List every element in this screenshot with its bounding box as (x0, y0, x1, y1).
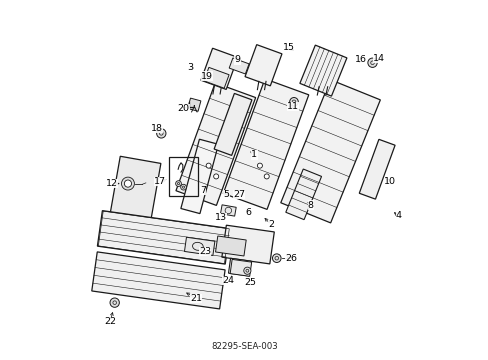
Text: 14: 14 (372, 54, 384, 63)
Circle shape (264, 174, 269, 179)
Circle shape (367, 58, 376, 67)
Polygon shape (201, 48, 237, 89)
Circle shape (257, 163, 262, 168)
Text: 13: 13 (215, 213, 227, 222)
Polygon shape (299, 45, 346, 96)
Text: 15: 15 (283, 43, 295, 52)
Text: 22: 22 (104, 317, 116, 326)
Text: 82295-SEA-003: 82295-SEA-003 (211, 342, 277, 351)
Text: 16: 16 (354, 55, 366, 64)
Circle shape (180, 184, 186, 190)
Text: 19: 19 (201, 72, 212, 81)
Polygon shape (223, 79, 308, 210)
Text: 26: 26 (285, 255, 297, 264)
Polygon shape (244, 45, 282, 86)
Text: 7: 7 (200, 186, 206, 195)
Polygon shape (176, 83, 255, 206)
Polygon shape (181, 139, 218, 213)
Polygon shape (228, 258, 251, 276)
Polygon shape (184, 237, 214, 256)
Polygon shape (359, 139, 394, 199)
Polygon shape (285, 169, 321, 220)
Text: 6: 6 (244, 208, 250, 217)
Text: 2: 2 (268, 220, 274, 229)
Text: 17: 17 (154, 177, 166, 186)
Text: 21: 21 (190, 294, 202, 303)
Text: 24: 24 (222, 276, 234, 285)
Text: 9: 9 (234, 55, 240, 64)
Polygon shape (215, 236, 245, 256)
Polygon shape (222, 225, 274, 264)
Text: 12: 12 (105, 179, 118, 188)
Circle shape (175, 181, 181, 186)
Circle shape (156, 129, 165, 138)
Text: 5: 5 (223, 190, 229, 199)
Circle shape (124, 180, 131, 187)
Circle shape (272, 254, 281, 262)
Polygon shape (187, 98, 201, 111)
Text: 27: 27 (233, 190, 244, 199)
Polygon shape (97, 211, 230, 264)
Polygon shape (230, 260, 251, 276)
Polygon shape (220, 205, 236, 216)
Text: 10: 10 (383, 177, 395, 186)
Text: 25: 25 (244, 278, 255, 287)
Text: 8: 8 (307, 201, 313, 210)
Polygon shape (203, 67, 228, 88)
Text: 3: 3 (187, 63, 193, 72)
Text: 18: 18 (150, 123, 163, 132)
Bar (169, 157, 198, 196)
Polygon shape (280, 80, 380, 223)
Circle shape (244, 267, 250, 274)
Text: 20: 20 (177, 104, 189, 113)
Text: 11: 11 (286, 102, 298, 111)
Text: 4: 4 (395, 211, 401, 220)
Text: 1: 1 (251, 150, 257, 159)
Circle shape (213, 174, 218, 179)
Text: 23: 23 (199, 247, 211, 256)
Polygon shape (214, 94, 251, 156)
Polygon shape (229, 58, 248, 74)
Circle shape (289, 98, 298, 106)
Polygon shape (109, 156, 161, 225)
Circle shape (110, 298, 119, 307)
Polygon shape (92, 252, 224, 309)
Circle shape (206, 163, 211, 168)
Circle shape (121, 177, 134, 190)
